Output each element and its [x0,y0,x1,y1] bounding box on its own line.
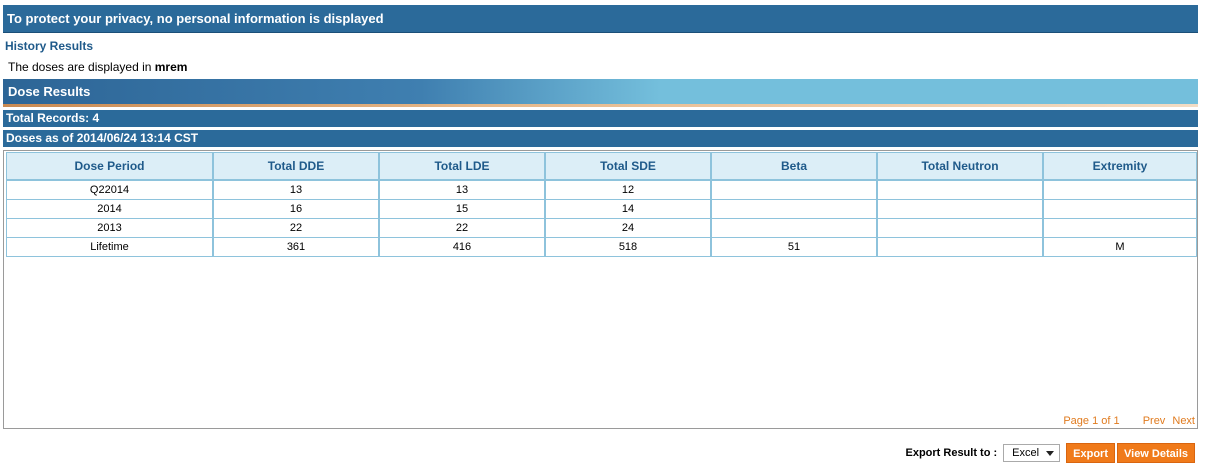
view-details-button[interactable]: View Details [1117,443,1195,463]
cell-total-lde: 22 [379,219,545,238]
col-total-sde[interactable]: Total SDE [545,152,711,180]
export-button[interactable]: Export [1066,443,1115,463]
privacy-banner: To protect your privacy, no personal inf… [3,5,1198,33]
cell-total-sde: 518 [545,238,711,257]
chevron-down-icon [1046,450,1055,456]
cell-dose-period: 2013 [6,219,213,238]
cell-extremity [1043,200,1197,219]
export-format-select[interactable]: Excel [1003,444,1061,462]
cell-total-dde: 22 [213,219,379,238]
page-info: Page 1 of 1 [1063,415,1120,427]
table-row: 2014 16 15 14 [6,200,1197,219]
col-total-neutron[interactable]: Total Neutron [877,152,1043,180]
units-note: The doses are displayed in mrem [8,60,187,74]
units-note-prefix: The doses are displayed in [8,60,152,74]
cell-total-neutron [877,238,1043,257]
col-extremity[interactable]: Extremity [1043,152,1197,180]
col-dose-period[interactable]: Dose Period [6,152,213,180]
cell-total-sde: 24 [545,219,711,238]
history-results-title: History Results [5,39,94,53]
table-row: Lifetime 361 416 518 51 M [6,238,1197,257]
cell-dose-period: Lifetime [6,238,213,257]
cell-dose-period: Q22014 [6,180,213,200]
cell-extremity [1043,180,1197,200]
col-total-lde[interactable]: Total LDE [379,152,545,180]
table-row: 2013 22 22 24 [6,219,1197,238]
prev-page-link[interactable]: Prev [1142,415,1166,427]
units-value: mrem [154,60,188,74]
pager: Page 1 of 1 Prev Next [1059,415,1195,427]
cell-total-dde: 13 [213,180,379,200]
next-page-link[interactable]: Next [1172,415,1195,427]
cell-total-lde: 13 [379,180,545,200]
cell-total-lde: 15 [379,200,545,219]
export-format-value: Excel [1012,447,1040,459]
cell-total-lde: 416 [379,238,545,257]
cell-total-sde: 14 [545,200,711,219]
dose-results-header: Dose Results [3,79,1198,104]
doses-as-of-bar: Doses as of 2014/06/24 13:14 CST [3,130,1198,147]
cell-total-dde: 16 [213,200,379,219]
cell-beta [711,219,877,238]
col-beta[interactable]: Beta [711,152,877,180]
cell-total-neutron [877,200,1043,219]
cell-total-sde: 12 [545,180,711,200]
export-controls: Export Result to : Excel Export View Det… [905,443,1195,463]
cell-extremity [1043,219,1197,238]
cell-beta [711,200,877,219]
cell-total-dde: 361 [213,238,379,257]
cell-beta [711,180,877,200]
table-row: Q22014 13 13 12 [6,180,1197,200]
table-header-row: Dose Period Total DDE Total LDE Total SD… [6,152,1197,180]
cell-extremity: M [1043,238,1197,257]
cell-total-neutron [877,180,1043,200]
cell-beta: 51 [711,238,877,257]
total-records-bar: Total Records: 4 [3,110,1198,127]
dose-results-table: Dose Period Total DDE Total LDE Total SD… [6,152,1197,257]
dose-results-underline [3,104,1198,107]
col-total-dde[interactable]: Total DDE [213,152,379,180]
cell-total-neutron [877,219,1043,238]
cell-dose-period: 2014 [6,200,213,219]
export-label: Export Result to : [905,447,998,459]
results-panel: Dose Period Total DDE Total LDE Total SD… [3,150,1198,429]
